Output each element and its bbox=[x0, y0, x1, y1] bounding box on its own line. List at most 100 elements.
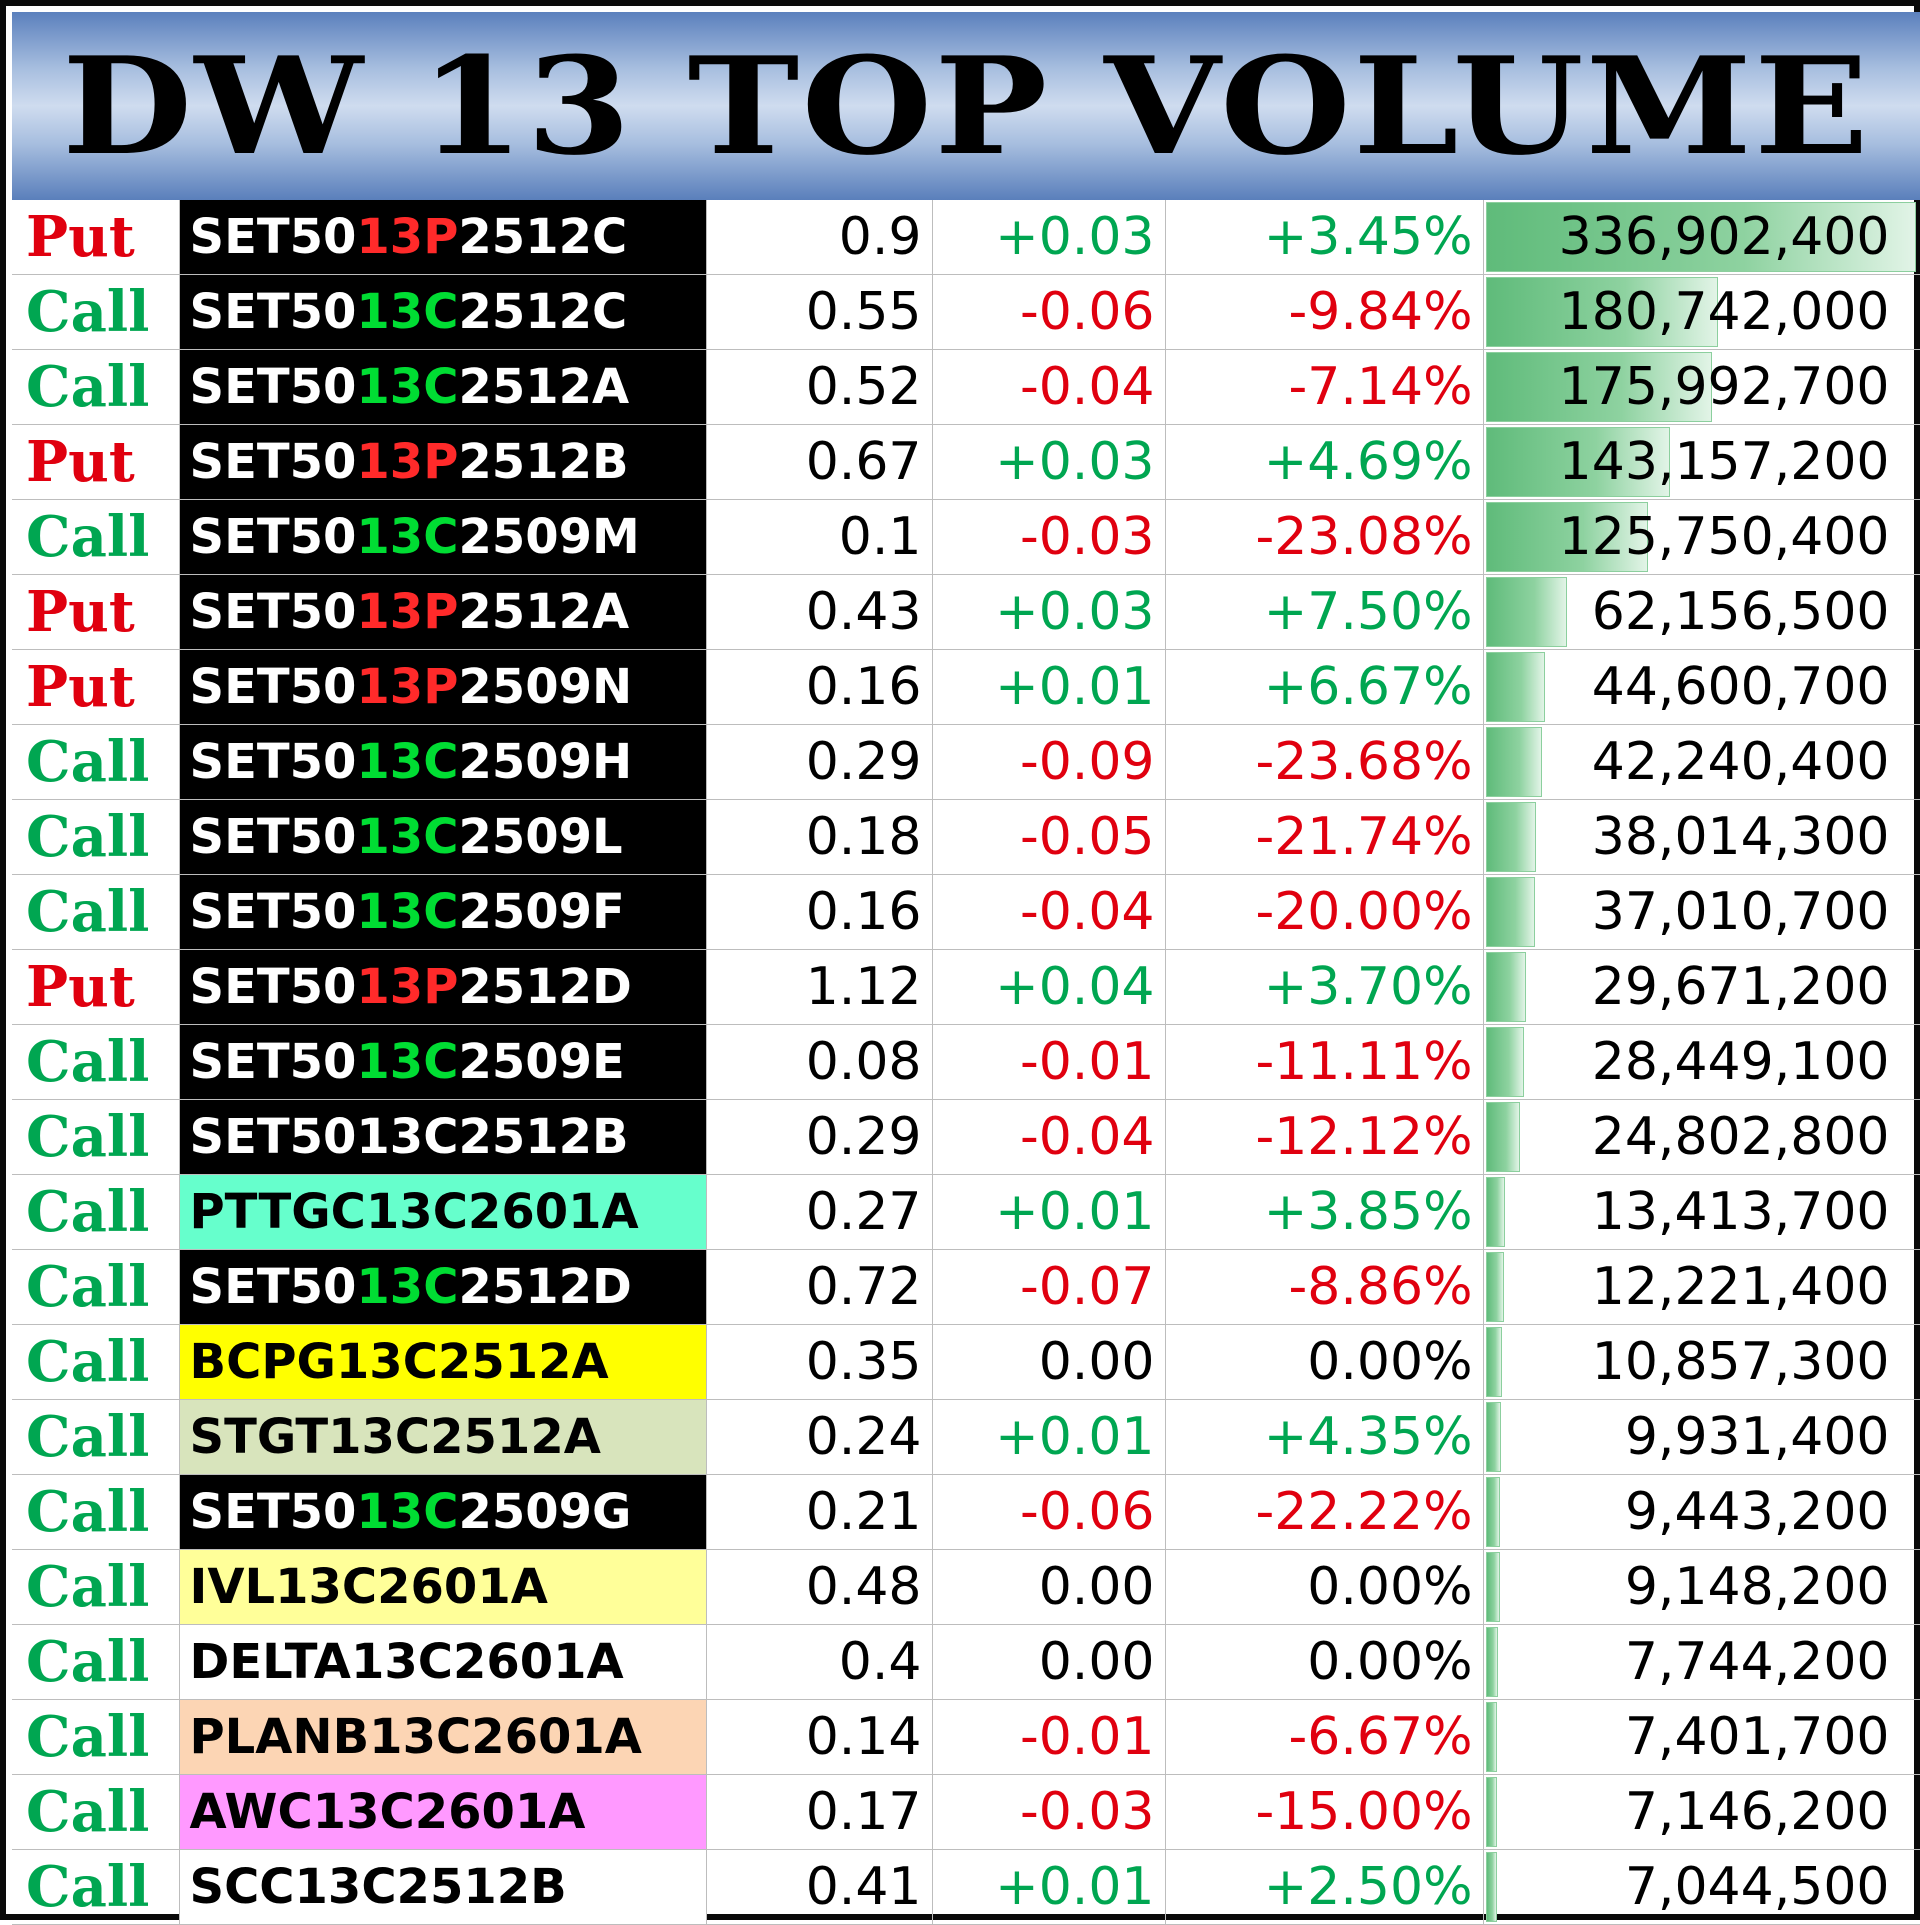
warrant-symbol: STGT13C2512A bbox=[179, 1399, 707, 1475]
price-change: +0.01 bbox=[932, 649, 1166, 725]
table-row: Put SET5013P2512A 0.43 +0.03 +7.50% 62,156,50… bbox=[12, 574, 1920, 650]
last-price: 0.24 bbox=[706, 1399, 933, 1475]
symbol-suffix: 2512A bbox=[458, 359, 630, 415]
option-type: Call bbox=[12, 1249, 180, 1325]
volume-data-bar bbox=[1485, 1702, 1497, 1772]
symbol-suffix: 2509F bbox=[458, 884, 625, 940]
volume-value: 7,744,200 bbox=[1624, 1632, 1890, 1692]
percent-change: -23.08% bbox=[1165, 499, 1484, 575]
symbol-prefix: STGT13C2512A bbox=[189, 1409, 601, 1465]
price-change: +0.03 bbox=[932, 424, 1166, 500]
volume-cell: 180,742,000 bbox=[1483, 274, 1920, 350]
volume-cell: 12,221,400 bbox=[1483, 1249, 1920, 1325]
warrant-symbol: SET5013C2512A bbox=[179, 349, 707, 425]
last-price: 0.43 bbox=[706, 574, 933, 650]
option-type: Put bbox=[12, 649, 180, 725]
percent-change: +6.67% bbox=[1165, 649, 1484, 725]
symbol-issuer-code: 13C bbox=[356, 809, 459, 865]
symbol-prefix: SET50 bbox=[189, 209, 357, 265]
last-price: 0.16 bbox=[706, 649, 933, 725]
price-change: -0.06 bbox=[932, 1474, 1166, 1550]
warrant-symbol: SET5013C2509G bbox=[179, 1474, 707, 1550]
price-change: -0.01 bbox=[932, 1699, 1166, 1775]
volume-value: 12,221,400 bbox=[1591, 1257, 1890, 1317]
last-price: 0.48 bbox=[706, 1549, 933, 1625]
last-price: 0.35 bbox=[706, 1324, 933, 1400]
table-row: Put SET5013P2512C 0.9 +0.03 +3.45% 336,902,40… bbox=[12, 200, 1920, 275]
option-type: Call bbox=[12, 1324, 180, 1400]
table-row: Call SET5013C2509E 0.08 -0.01 -11.11% 28,449,… bbox=[12, 1024, 1920, 1100]
volume-value: 13,413,700 bbox=[1591, 1182, 1890, 1242]
last-price: 0.27 bbox=[706, 1174, 933, 1250]
percent-change: +3.45% bbox=[1165, 200, 1484, 275]
symbol-issuer-code: 13C bbox=[356, 284, 459, 340]
volume-value: 125,750,400 bbox=[1558, 507, 1890, 567]
symbol-prefix: SET50 bbox=[189, 734, 357, 790]
volume-cell: 9,931,400 bbox=[1483, 1399, 1920, 1475]
price-change: +0.03 bbox=[932, 574, 1166, 650]
warrant-symbol: SET5013P2512A bbox=[179, 574, 707, 650]
symbol-suffix: 2512B bbox=[458, 434, 629, 490]
volume-cell: 42,240,400 bbox=[1483, 724, 1920, 800]
symbol-suffix: 2512D bbox=[458, 1259, 632, 1315]
price-change: +0.03 bbox=[932, 200, 1166, 275]
volume-value: 143,157,200 bbox=[1558, 432, 1890, 492]
symbol-suffix: 2512C bbox=[458, 284, 628, 340]
option-type: Call bbox=[12, 874, 180, 950]
symbol-issuer-code: 13P bbox=[356, 584, 459, 640]
symbol-prefix: SET50 bbox=[189, 359, 357, 415]
symbol-prefix: SET50 bbox=[189, 959, 357, 1015]
table-row: Call SET5013C2512A 0.52 -0.04 -7.14% 175,992,… bbox=[12, 349, 1920, 425]
volume-data-bar bbox=[1485, 1552, 1500, 1622]
last-price: 0.21 bbox=[706, 1474, 933, 1550]
table-row: Call SET5013C2509L 0.18 -0.05 -21.74% 38,014,… bbox=[12, 799, 1920, 875]
volume-data-bar bbox=[1485, 277, 1718, 347]
warrant-symbol: SET5013P2512D bbox=[179, 949, 707, 1025]
price-change: -0.05 bbox=[932, 799, 1166, 875]
table-row: Put SET5013P2512D 1.12 +0.04 +3.70% 29,671,20… bbox=[12, 949, 1920, 1025]
warrant-symbol: AWC13C2601A bbox=[179, 1774, 707, 1850]
volume-data-bar bbox=[1485, 652, 1545, 722]
volume-data-bar bbox=[1485, 1027, 1524, 1097]
option-type: Call bbox=[12, 1699, 180, 1775]
symbol-prefix: SET50 bbox=[189, 1109, 357, 1165]
volume-value: 336,902,400 bbox=[1558, 207, 1890, 267]
volume-value: 29,671,200 bbox=[1591, 957, 1890, 1017]
option-type: Call bbox=[12, 349, 180, 425]
volume-value: 7,044,500 bbox=[1624, 1857, 1890, 1917]
table-row: Call PLANB13C2601A 0.14 -0.01 -6.67% 7,401,70… bbox=[12, 1699, 1920, 1775]
symbol-prefix: AWC13C2601A bbox=[189, 1784, 586, 1840]
volume-cell: 143,157,200 bbox=[1483, 424, 1920, 500]
volume-cell: 336,902,400 bbox=[1483, 200, 1920, 275]
warrant-symbol: SET5013C2509M bbox=[179, 499, 707, 575]
table-row: Call SET5013C2509F 0.16 -0.04 -20.00% 37,010,… bbox=[12, 874, 1920, 950]
warrant-symbol: SET5013C2512D bbox=[179, 1249, 707, 1325]
last-price: 0.17 bbox=[706, 1774, 933, 1850]
percent-change: 0.00% bbox=[1165, 1624, 1484, 1700]
table-row: Call SCC13C2512B 0.41 +0.01 +2.50% 7,044,500 bbox=[12, 1849, 1920, 1925]
symbol-prefix: SCC13C2512B bbox=[189, 1859, 567, 1915]
symbol-prefix: SET50 bbox=[189, 1259, 357, 1315]
option-type: Call bbox=[12, 499, 180, 575]
table-row: Call STGT13C2512A 0.24 +0.01 +4.35% 9,931,400 bbox=[12, 1399, 1920, 1475]
volume-data-bar bbox=[1485, 1102, 1520, 1172]
percent-change: -6.67% bbox=[1165, 1699, 1484, 1775]
symbol-suffix: 2509L bbox=[458, 809, 623, 865]
warrant-symbol: DELTA13C2601A bbox=[179, 1624, 707, 1700]
symbol-issuer-code: 13C bbox=[356, 1484, 459, 1540]
volume-value: 62,156,500 bbox=[1591, 582, 1890, 642]
symbol-issuer-code: 13C bbox=[356, 509, 459, 565]
symbol-prefix: SET50 bbox=[189, 434, 357, 490]
volume-data-bar bbox=[1485, 427, 1670, 497]
symbol-suffix: 2509G bbox=[458, 1484, 632, 1540]
volume-value: 7,146,200 bbox=[1624, 1782, 1890, 1842]
last-price: 0.55 bbox=[706, 274, 933, 350]
price-change: -0.03 bbox=[932, 1774, 1166, 1850]
price-change: -0.04 bbox=[932, 874, 1166, 950]
price-change: -0.01 bbox=[932, 1024, 1166, 1100]
table-row: Call SET5013C2509M 0.1 -0.03 -23.08% 125,750,… bbox=[12, 499, 1920, 575]
symbol-issuer-code: 13C bbox=[356, 1034, 459, 1090]
last-price: 0.1 bbox=[706, 499, 933, 575]
volume-cell: 9,443,200 bbox=[1483, 1474, 1920, 1550]
volume-data-bar bbox=[1485, 802, 1536, 872]
